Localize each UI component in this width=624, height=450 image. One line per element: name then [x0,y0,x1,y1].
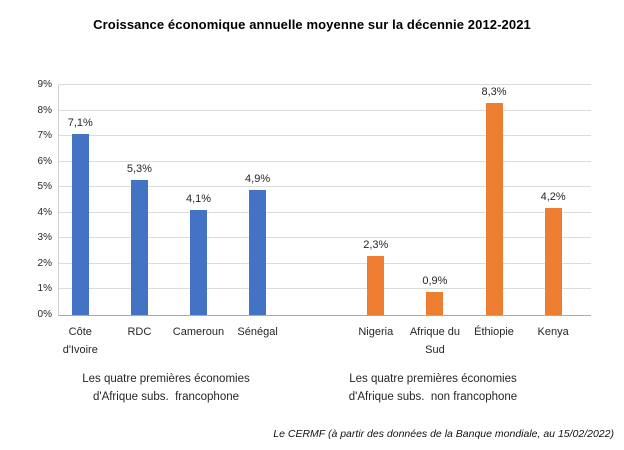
value-label-rdc: 5,3% [126,162,152,175]
y-tick-label: 2% [37,257,52,269]
bar-slot-cameroun: 4,1% Cameroun [173,85,224,338]
category-label-kenya: Kenya [537,326,569,338]
y-tick-label: 8% [37,104,52,116]
y-tick-label: 1% [37,283,52,295]
gridline [59,135,591,137]
y-tick-label: 3% [37,232,52,244]
category-label-rdc: RDC [127,326,152,338]
bar-senegal [249,189,267,315]
y-tick-label: 0% [37,309,52,320]
y-tick-label: 5% [37,181,52,193]
value-label-afrique-du-sud: 0,9% [422,275,448,287]
group-label-francophone: Les quatre premières économies d'Afrique… [82,373,250,403]
gridline [59,288,591,290]
bar-rdc [130,179,148,315]
bar-slot-nigeria: 2,3% Nigeria [358,85,393,338]
y-tick-label: 9% [37,79,52,90]
y-tick-label: 4% [37,206,52,218]
category-label-afrique-du-sud: Afrique du Sud [409,326,460,356]
value-label-ethiopie: 8,3% [481,85,507,98]
gridline [59,84,591,85]
bar-cameroun [189,210,207,315]
gridline [59,109,591,111]
bar-kenya [544,207,562,315]
value-label-kenya: 4,2% [540,190,566,203]
plot-area: 7,1% Côte d'Ivoire 5,3% RDC 4,1% Cameroun 4,9%… [58,84,591,356]
bar-afrique-du-sud [426,292,444,315]
gridline [59,262,591,264]
category-label-cameroun: Cameroun [172,326,225,338]
bar-ethiopie [485,102,503,315]
y-axis-labels: 0% 1% 2% 3% 4% 5% 6% 7% 8% 9% [18,80,52,320]
y-tick-label: 6% [37,155,52,167]
group-label-non-francophone: Les quatre premières économies d'Afrique… [348,373,518,403]
value-label-senegal: 4,9% [245,172,271,185]
gridline [59,160,591,162]
bar-slot-cote-d-ivoire: 7,1% Côte d'Ivoire [63,85,98,356]
bar-slot-afrique-du-sud: 0,9% Afrique du Sud [410,85,460,356]
bar-slot-rdc: 5,3% RDC [127,85,152,338]
value-label-nigeria: 2,3% [363,239,389,252]
bar-cote-d-ivoire [71,133,89,315]
gridline [59,211,591,213]
category-label-senegal: Sénégal [237,326,278,338]
category-label-nigeria: Nigeria [358,326,394,338]
gridline [59,186,591,188]
gridline [59,237,591,239]
category-label-cote-d-ivoire: Côte d'Ivoire [62,326,98,356]
value-label-cote-d-ivoire: 7,1% [67,116,93,129]
value-label-cameroun: 4,1% [185,193,212,206]
bar-slot-kenya: 4,2% Kenya [538,85,569,338]
bar-slot-senegal: 4,9% Sénégal [237,85,277,338]
y-tick-label: 7% [37,130,52,142]
bar-slot-ethiopie: 8,3% Éthiopie [474,85,514,338]
category-label-ethiopie: Éthiopie [474,326,514,338]
source-note: Le CERMF (à partir des données de la Ban… [273,428,614,440]
bar-nigeria [367,256,385,315]
chart-title: Croissance économique annuelle moyenne s… [93,17,531,32]
